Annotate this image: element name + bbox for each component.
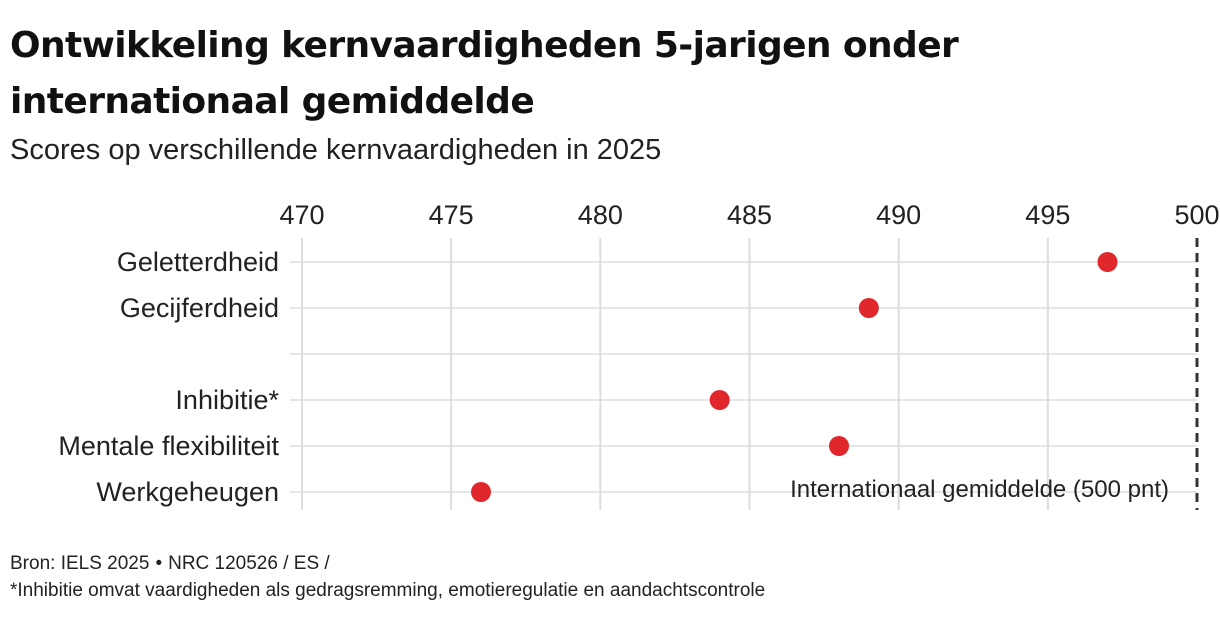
footnote: *Inhibitie omvat vaardigheden als gedrag…	[10, 580, 766, 601]
category-label: Werkgeheugen	[96, 477, 279, 507]
data-point	[858, 298, 879, 318]
category-label: Inhibitie*	[175, 385, 279, 415]
reference-line-label: Internationaal gemiddelde (500 pnt)	[790, 476, 1169, 503]
data-point	[709, 390, 730, 410]
separator-dot: •	[155, 553, 163, 574]
chart-subtitle: Scores op verschillende kernvaardigheden…	[10, 134, 662, 166]
data-point	[1097, 252, 1118, 272]
x-tick-label: 490	[876, 200, 921, 230]
x-tick-label: 475	[429, 200, 474, 230]
data-point	[471, 482, 491, 502]
x-tick-label: 470	[279, 200, 324, 230]
x-tick-label: 480	[578, 200, 623, 230]
data-point	[829, 436, 849, 456]
chart-title: Ontwikkeling kernvaardigheden 5-jarigen …	[10, 25, 959, 122]
source-text: Bron: IELS 2025	[10, 553, 150, 574]
x-tick-label: 495	[1025, 200, 1070, 230]
credit-text: NRC 120526 / ES /	[168, 553, 330, 574]
x-tick-label: 500	[1174, 200, 1219, 230]
footer-source-line: Bron: IELS 2025 • NRC 120526 / ES /	[10, 550, 765, 577]
category-label: Geletterdheid	[117, 247, 279, 277]
footer: Bron: IELS 2025 • NRC 120526 / ES / *Inhib…	[10, 550, 765, 604]
x-tick-label: 485	[727, 200, 772, 230]
category-label: Mentale flexibiliteit	[58, 431, 279, 461]
category-label: Gecijferdheid	[120, 293, 279, 323]
